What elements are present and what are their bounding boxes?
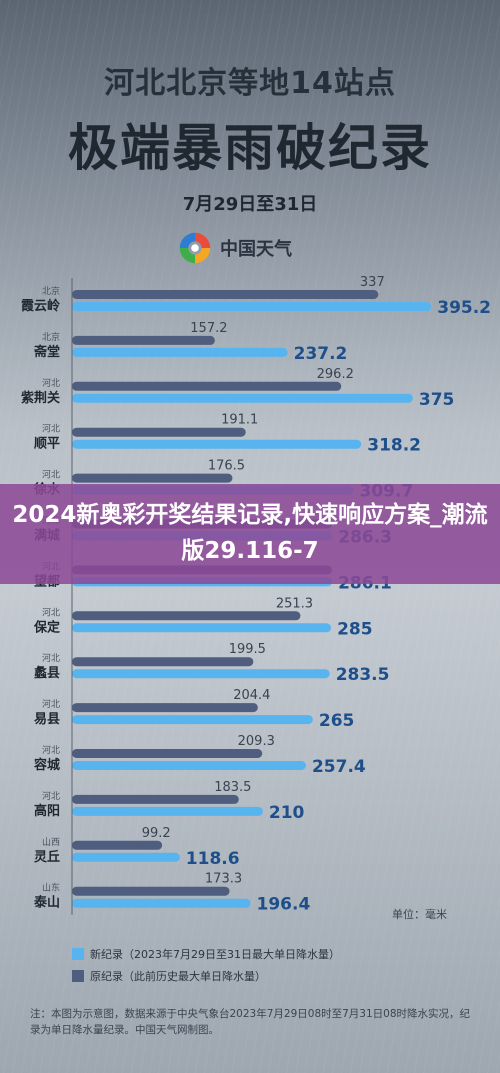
- old-record-bar: [72, 381, 342, 391]
- station-label: 高阳: [34, 803, 60, 819]
- new-record-bar: [72, 715, 313, 725]
- old-record-bar: [72, 840, 163, 850]
- legend-new-label: 新纪录（2023年7月29日至31日最大单日降水量）: [90, 948, 340, 961]
- station-label: 蠡县: [34, 665, 60, 681]
- old-record-label: 157.2: [190, 321, 227, 336]
- station-label: 易县: [34, 712, 60, 727]
- footnote: 注：本图为示意图，数据来源于中央气象台2023年7月29日08时至7月31日08…: [30, 1008, 471, 1036]
- station-label: 紫荆关: [21, 390, 60, 406]
- new-record-bar: [72, 806, 263, 816]
- new-record-bar: [72, 439, 362, 449]
- old-record-label: 99.2: [142, 826, 171, 841]
- new-record-label: 257.4: [312, 757, 366, 777]
- old-record-bar: [72, 427, 246, 437]
- new-record-label: 237.2: [294, 344, 348, 364]
- legend-new-record: 新纪录（2023年7月29日至31日最大单日降水量）: [72, 946, 340, 962]
- old-record-bar: [72, 749, 263, 758]
- old-record-label: 296.2: [317, 367, 354, 382]
- old-record-label: 183.5: [214, 780, 251, 795]
- new-record-label: 318.2: [367, 436, 421, 456]
- old-record-bar: [72, 794, 239, 804]
- region-label: 河北: [42, 790, 60, 802]
- old-record-label: 251.3: [276, 596, 313, 611]
- new-record-bar: [72, 347, 288, 357]
- station-label: 泰山: [33, 895, 60, 911]
- station-label: 斋堂: [33, 344, 60, 360]
- region-label: 河北: [42, 469, 60, 481]
- unit-label: 单位：毫米: [392, 908, 447, 921]
- station-label: 容城: [33, 757, 60, 773]
- old-record-label: 173.3: [205, 872, 242, 887]
- new-record-label: 196.4: [257, 895, 311, 915]
- new-record-label: 265: [319, 711, 355, 731]
- new-record-label: 375: [419, 390, 455, 410]
- region-label: 山东: [42, 882, 60, 894]
- legend-old-label: 原纪录（此前历史最大单日降水量）: [90, 970, 266, 983]
- old-record-bar: [72, 290, 379, 299]
- old-record-label: 176.5: [208, 459, 245, 474]
- region-label: 河北: [42, 423, 60, 435]
- new-record-label: 118.6: [186, 849, 240, 869]
- legend-old-swatch: [72, 970, 84, 982]
- old-record-label: 209.3: [238, 734, 275, 749]
- overlay-banner[interactable]: 2024新奥彩开奖结果记录,快速响应方案_潮流版29.116-7: [0, 484, 500, 584]
- region-label: 河北: [42, 744, 60, 756]
- new-record-label: 285: [337, 619, 373, 639]
- old-record-bar: [72, 657, 254, 667]
- station-label: 灵丘: [34, 850, 60, 865]
- swirl-logo-icon: [179, 232, 211, 264]
- region-label: 北京: [42, 331, 60, 343]
- region-label: 北京: [42, 285, 60, 297]
- old-record-bar: [72, 473, 233, 483]
- old-record-bar: [72, 611, 301, 621]
- old-record-label: 199.5: [229, 642, 266, 657]
- region-label: 河北: [42, 652, 60, 664]
- region-label: 河北: [42, 698, 60, 710]
- old-record-label: 204.4: [233, 688, 270, 703]
- new-record-bar: [72, 302, 432, 311]
- new-record-bar: [72, 852, 180, 862]
- new-record-bar: [72, 898, 251, 908]
- legend-old-record: 原纪录（此前历史最大单日降水量）: [72, 968, 266, 984]
- title-line-1: 河北北京等地14站点: [104, 66, 396, 101]
- new-record-bar: [72, 623, 332, 633]
- station-label: 霞云岭: [21, 298, 60, 314]
- region-label: 河北: [42, 606, 60, 618]
- new-record-label: 283.5: [336, 665, 390, 685]
- new-record-bar: [72, 761, 306, 770]
- date-range: 7月29日至31日: [182, 194, 318, 215]
- station-label: 保定: [33, 619, 60, 635]
- brand-name: 中国天气: [220, 239, 292, 260]
- old-record-bar: [72, 335, 215, 345]
- station-label: 顺平: [34, 437, 60, 452]
- old-record-label: 191.1: [221, 413, 258, 428]
- old-record-label: 337: [360, 275, 385, 290]
- title-line-2: 极端暴雨破纪录: [68, 119, 432, 177]
- old-record-bar: [72, 703, 258, 713]
- new-record-bar: [72, 669, 330, 679]
- region-label: 山西: [42, 837, 60, 848]
- region-label: 河北: [42, 377, 60, 389]
- brand-logo: 中国天气: [176, 228, 292, 268]
- old-record-bar: [72, 886, 230, 896]
- new-record-label: 395.2: [437, 298, 491, 318]
- new-record-label: 210: [269, 803, 305, 823]
- legend-new-swatch: [72, 948, 84, 960]
- new-record-bar: [72, 393, 413, 403]
